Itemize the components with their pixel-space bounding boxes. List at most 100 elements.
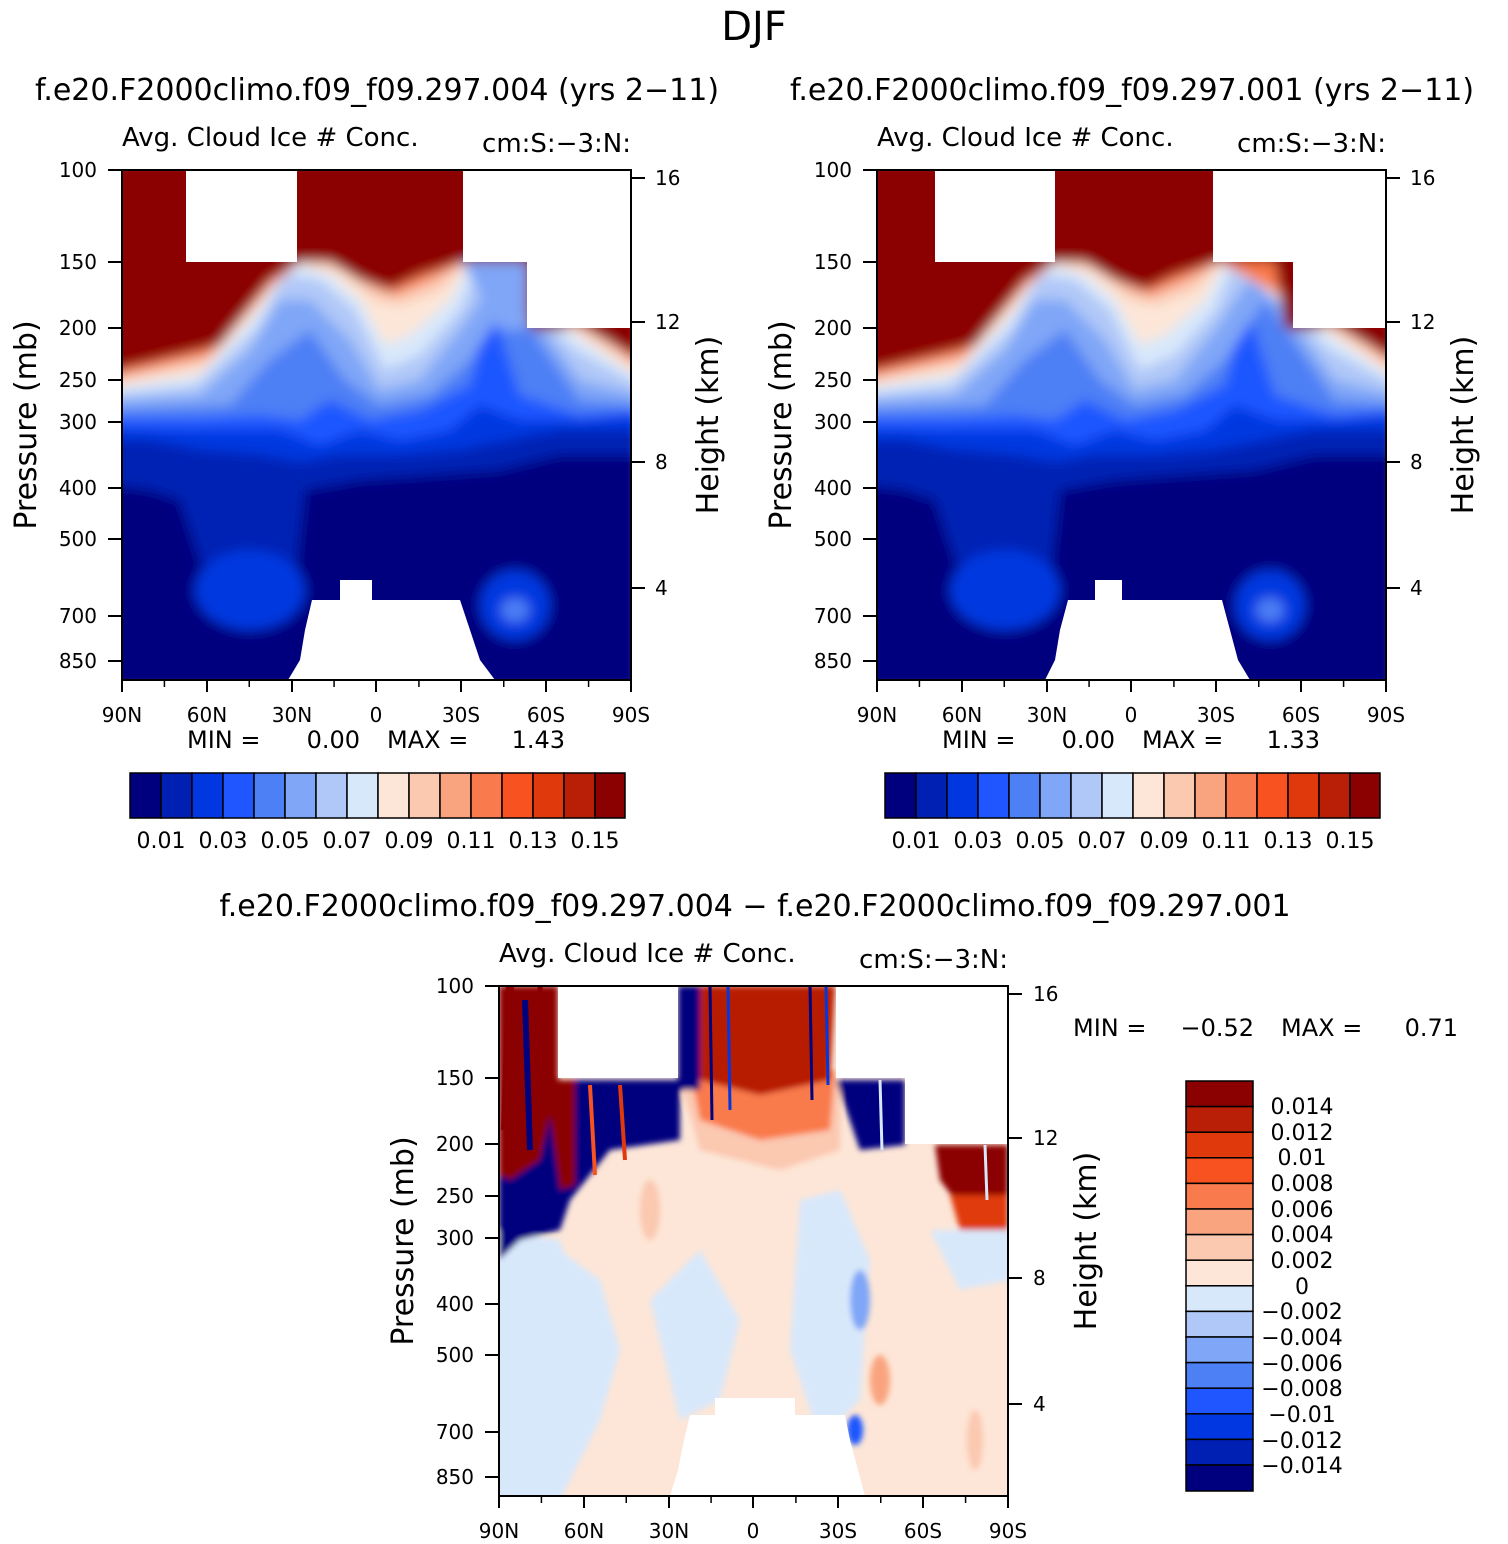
panel-3-y-tick-label: 700	[436, 1420, 474, 1444]
panel-1-y-tick-labels: 100 150 200 250 300 400 500 700 850	[59, 158, 97, 673]
panel-2-y-right-tick-labels: 16 12 8 4	[1410, 166, 1435, 600]
panel-3-left-title: Avg. Cloud Ice # Conc.	[499, 939, 796, 969]
panel-2-x-tick-label: 60N	[942, 703, 982, 727]
figure-title: DJF	[721, 4, 787, 50]
colorbar-swatch	[1349, 772, 1381, 819]
panel-2-y-right-tick-label: 8	[1410, 450, 1423, 474]
panel-3-negative-right-upper	[836, 1080, 905, 1150]
colorbar-swatch	[284, 772, 317, 819]
panel-1-axes: 90N 60N 30N 0 30S 60S 90S 100	[9, 158, 726, 727]
panel-1-ylabel: Pressure (mb)	[9, 320, 44, 529]
panel-3-ylabel-right: Height (km)	[1069, 1152, 1104, 1331]
colorbar-swatch	[884, 772, 917, 819]
panel-1-colorbar	[129, 772, 626, 819]
colorbar-swatch	[1185, 1157, 1254, 1185]
panel-3-x-tick-labels: 90N 60N 30N 0 30S 60S 90S	[479, 1519, 1027, 1543]
panel-3-positive-top-center-3	[690, 986, 835, 1095]
panel-3-negative-mid	[650, 1250, 740, 1420]
colorbar-swatch	[470, 772, 503, 819]
colorbar-label: 0.03	[199, 829, 248, 854]
panel-3-pos-blob-2	[640, 1180, 660, 1240]
colorbar-swatch	[1185, 1310, 1254, 1338]
panel-2-y-right-ticks	[1386, 177, 1400, 589]
panel-3-streaks	[501, 986, 989, 1201]
panel-2-max-value: 1.33	[1267, 726, 1320, 754]
panel-1-min-value: 0.00	[307, 726, 360, 754]
colorbar-swatch	[1185, 1464, 1254, 1492]
panel-3-y-tick-label: 300	[436, 1226, 474, 1250]
panel-2-min-value: 0.00	[1062, 726, 1115, 754]
panel-1-y-right-tick-label: 8	[655, 450, 668, 474]
panel-3-case-title: f.e20.F2000climo.f09_f09.297.004 − f.e20…	[219, 889, 1290, 924]
panel-2-y-tick-label: 300	[814, 410, 852, 434]
colorbar-label: 0.13	[1264, 829, 1313, 854]
colorbar-label: −0.012	[1261, 1429, 1342, 1454]
panel-2-min-label: MIN =	[942, 726, 1015, 754]
colorbar-label: 0.15	[571, 829, 620, 854]
colorbar-label: 0.014	[1271, 1095, 1334, 1120]
panel-1-y-tick-label: 400	[59, 476, 97, 500]
panel-3-y-tick-label: 400	[436, 1292, 474, 1316]
colorbar-label: 0.002	[1271, 1249, 1334, 1274]
panel-2-y-tick-labels: 100 150 200 250 300 400 500 700 850	[814, 158, 852, 673]
colorbar-swatch	[1070, 772, 1103, 819]
colorbar-label: −0.008	[1261, 1377, 1342, 1402]
panel-2-y-tick-label: 500	[814, 527, 852, 551]
panel-3-x-tick-label: 90N	[479, 1519, 519, 1543]
panel-2-missing-regions	[935, 170, 1386, 680]
panel-2-axes: 90N 60N 30N 0 30S 60S 90S 100	[764, 158, 1481, 727]
colorbar-swatch	[160, 772, 193, 819]
panel-2-case-title: f.e20.F2000climo.f09_f09.297.001 (yrs 2−…	[790, 73, 1474, 108]
panel-3-y-tick-label: 250	[436, 1184, 474, 1208]
panel-2-ylabel-right: Height (km)	[1446, 336, 1481, 515]
panel-1-x-tick-label: 30N	[272, 703, 312, 727]
colorbar-swatch	[1185, 1259, 1254, 1287]
colorbar-swatch	[377, 772, 410, 819]
panel-3: f.e20.F2000climo.f09_f09.297.004 − f.e20…	[219, 889, 1458, 1543]
panel-1-x-tick-label: 60S	[527, 703, 565, 727]
panel-3-y-tick-label: 100	[436, 974, 474, 998]
colorbar-swatch	[191, 772, 224, 819]
panel-3-y-right-tick-label: 4	[1033, 1392, 1046, 1416]
panel-1-patch-upper-blue	[462, 262, 527, 330]
panel-1-y-right-tick-label: 12	[655, 310, 680, 334]
colorbar-label: −0.01	[1268, 1403, 1335, 1428]
colorbar-label: −0.004	[1261, 1326, 1342, 1351]
panel-3-colorbar	[1185, 1080, 1254, 1492]
panel-1-x-tick-label: 90N	[102, 703, 142, 727]
panel-1-y-right-tick-label: 4	[655, 576, 668, 600]
panel-3-neg-blob-1	[850, 1270, 870, 1330]
colorbar-swatch	[1185, 1208, 1254, 1236]
panel-2-x-tick-label: 60S	[1282, 703, 1320, 727]
colorbar-label: −0.002	[1261, 1300, 1342, 1325]
colorbar-label: 0.05	[261, 829, 310, 854]
panel-3-ylabel: Pressure (mb)	[386, 1136, 421, 1345]
colorbar-label: 0.012	[1271, 1121, 1334, 1146]
colorbar-label: 0.11	[1202, 829, 1251, 854]
colorbar-label: 0.07	[323, 829, 372, 854]
colorbar-swatch	[1008, 772, 1041, 819]
panel-2: f.e20.F2000climo.f09_f09.297.001 (yrs 2−…	[764, 73, 1481, 854]
panel-3-negative-center-right	[790, 1190, 870, 1440]
panel-2-y-tick-label: 400	[814, 476, 852, 500]
panel-1-y-tick-label: 850	[59, 649, 97, 673]
panel-1-x-tick-label: 60N	[187, 703, 227, 727]
panel-1-y-right-ticks	[631, 177, 645, 589]
colorbar-label: 0.07	[1078, 829, 1127, 854]
panel-2-y-right-tick-label: 16	[1410, 166, 1435, 190]
panel-3-min-label: MIN =	[1073, 1014, 1146, 1042]
panel-1-left-title: Avg. Cloud Ice # Conc.	[122, 123, 419, 153]
colorbar-swatch	[1185, 1285, 1254, 1313]
colorbar-label: 0.03	[954, 829, 1003, 854]
panel-2-y-tick-label: 700	[814, 604, 852, 628]
panel-3-x-ticks	[498, 1496, 1009, 1508]
colorbar-label: 0	[1295, 1275, 1309, 1300]
panel-1-y-right-tick-label: 16	[655, 166, 680, 190]
panel-3-x-tick-label: 60N	[564, 1519, 604, 1543]
panel-3-axes: 90N 60N 30N 0 30S 60S 90S 100	[386, 974, 1104, 1543]
panel-3-y-right-tick-labels: 16 12 8 4	[1033, 982, 1058, 1416]
panel-2-blob-left	[950, 550, 1060, 630]
panel-1-min-label: MIN =	[187, 726, 260, 754]
colorbar-label: 0.004	[1271, 1223, 1334, 1248]
